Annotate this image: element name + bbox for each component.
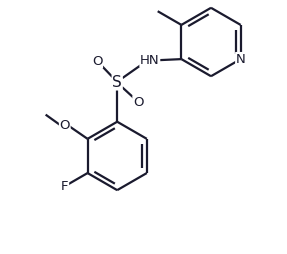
Text: S: S (112, 75, 122, 90)
Text: O: O (59, 119, 70, 132)
Text: N: N (236, 53, 245, 66)
Text: F: F (61, 180, 69, 193)
Text: O: O (133, 96, 144, 109)
Text: HN: HN (140, 54, 160, 67)
Text: O: O (92, 55, 102, 68)
